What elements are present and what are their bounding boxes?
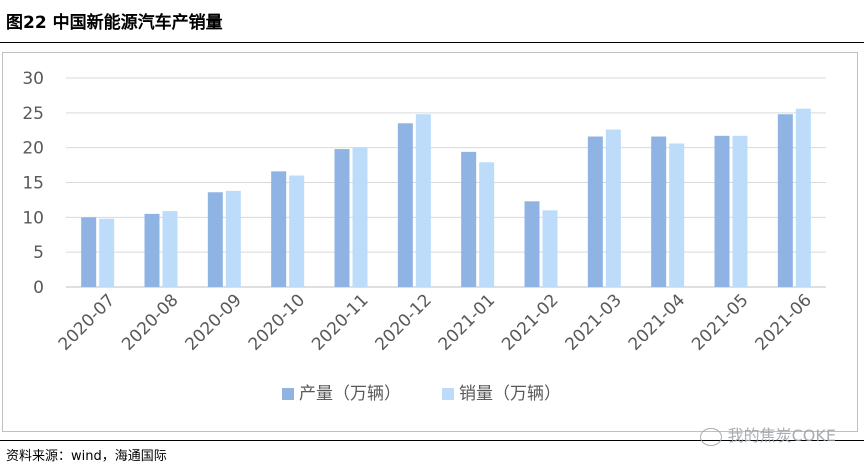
bar-production <box>777 114 793 287</box>
bar-production <box>714 135 730 287</box>
source-rule <box>0 440 864 441</box>
bar-sales <box>795 108 811 287</box>
x-tick-label: 2020-09 <box>182 290 246 354</box>
bar-production <box>207 192 223 287</box>
bar-sales <box>415 114 431 287</box>
x-tick-label: 2021-03 <box>562 290 626 354</box>
watermark: 我的焦炭COKE <box>699 422 836 446</box>
bar-production <box>524 201 540 287</box>
legend-swatch-sales <box>442 388 454 400</box>
bar-sales <box>352 147 368 287</box>
x-tick-label: 2021-04 <box>625 290 689 354</box>
y-tick-label: 0 <box>33 278 44 298</box>
wechat-icon <box>699 427 722 446</box>
y-tick-label: 30 <box>22 69 44 89</box>
chart-frame <box>2 52 858 432</box>
x-tick-label: 2021-01 <box>435 290 499 354</box>
bar-production <box>81 217 97 287</box>
bar-production <box>144 213 160 287</box>
bar-sales <box>605 129 621 287</box>
x-tick-label: 2020-08 <box>118 290 182 354</box>
watermark-text: 我的焦炭COKE <box>727 426 836 445</box>
figure-title: 图22 中国新能源汽车产销量 <box>6 13 223 33</box>
bar-sales <box>289 175 305 287</box>
legend-label-production: 产量（万辆） <box>299 384 401 404</box>
x-tick-label: 2021-06 <box>752 290 816 354</box>
bar-production <box>397 123 413 288</box>
x-tick-label: 2021-02 <box>498 290 562 354</box>
x-tick-label: 2020-11 <box>308 290 372 354</box>
x-tick-label: 2021-05 <box>688 290 752 354</box>
x-tick-label: 2020-07 <box>55 290 119 354</box>
y-tick-label: 5 <box>33 243 44 263</box>
bar-production <box>651 136 667 287</box>
y-tick-label: 20 <box>22 139 44 159</box>
bar-production <box>461 151 477 287</box>
y-tick-label: 15 <box>22 174 44 194</box>
bar-sales <box>669 143 685 287</box>
legend-label-sales: 销量（万辆） <box>459 384 561 404</box>
bar-production <box>334 149 350 287</box>
bar-sales <box>99 218 115 287</box>
bar-sales <box>542 210 558 287</box>
title-rule <box>0 42 864 43</box>
x-tick-label: 2020-12 <box>372 290 436 354</box>
bar-sales <box>732 135 748 287</box>
bar-sales <box>225 190 241 287</box>
y-tick-label: 25 <box>22 104 44 124</box>
source-note: 资料来源：wind，海通国际 <box>6 449 167 464</box>
bar-sales <box>162 211 178 287</box>
bar-production <box>271 171 287 287</box>
x-tick-label: 2020-10 <box>245 290 309 354</box>
bar-sales <box>479 162 495 287</box>
y-tick-label: 10 <box>22 208 44 228</box>
legend-swatch-production <box>282 388 294 400</box>
bar-production <box>587 136 603 287</box>
